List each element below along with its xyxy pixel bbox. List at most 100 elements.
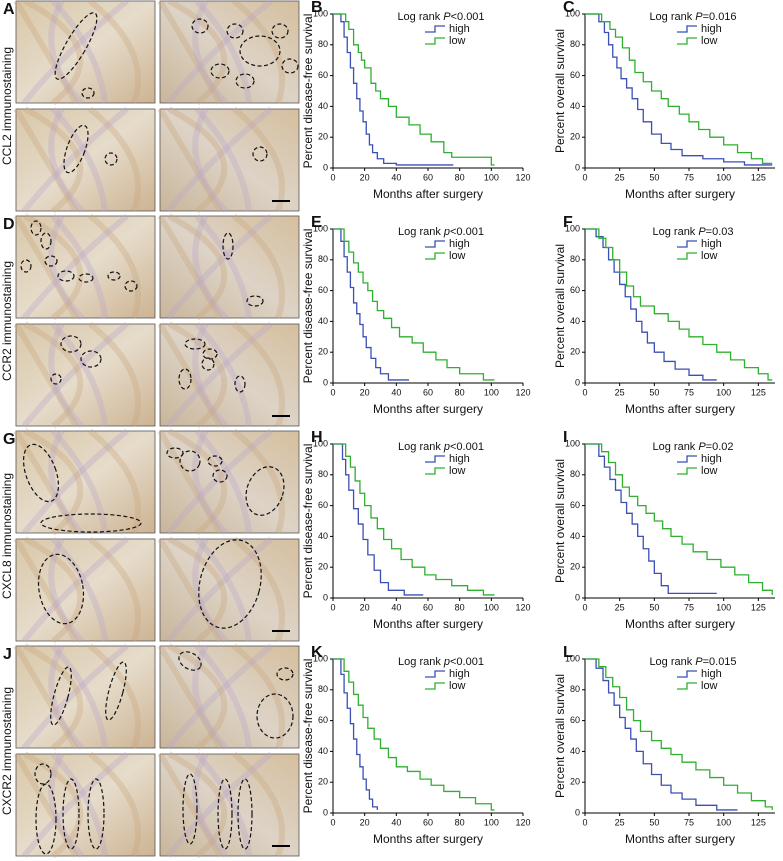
tissue-texture: [50, 428, 108, 534]
annotation: Log rank p<0.001: [398, 226, 484, 238]
y-tick-label: 0: [323, 807, 328, 817]
y-axis-label: Percent disease-free survival: [301, 659, 315, 814]
region-outline: [178, 368, 192, 390]
x-tick-label: 50: [649, 172, 659, 182]
x-tick-label: 0: [582, 817, 587, 827]
annotation-text: Log rank: [649, 11, 692, 23]
region-outline: [276, 667, 294, 681]
tissue-texture: [50, 213, 108, 319]
region-outline: [234, 375, 246, 393]
tissue-texture: [21, 213, 129, 320]
tissue-texture: [50, 321, 108, 427]
tissue-texture: [50, 643, 108, 749]
tissue-texture: [21, 106, 129, 213]
x-tick-label: 25: [615, 387, 625, 397]
panel-letter: F: [563, 214, 573, 231]
y-tick-label: 80: [570, 39, 580, 49]
panel-letter: G: [3, 431, 15, 448]
region-outline: [246, 295, 264, 307]
micrograph: [13, 751, 156, 859]
x-tick-label: 60: [423, 387, 433, 397]
x-tick-label: 0: [330, 387, 335, 397]
y-tick-label: 0: [323, 162, 328, 172]
tissue-texture: [157, 0, 223, 105]
legend-swatch: [425, 240, 445, 248]
x-axis-label: Months after surgery: [625, 617, 735, 631]
legend-label: high: [449, 668, 470, 680]
panel-letter: L: [563, 644, 573, 661]
tissue-texture: [157, 214, 223, 320]
y-tick-label: 60: [318, 715, 328, 725]
y-tick-label: 80: [570, 469, 580, 479]
y-tick-label: 60: [570, 70, 580, 80]
tissue-texture: [88, 0, 141, 104]
micrograph: [13, 643, 156, 751]
y-tick-label: 40: [318, 531, 328, 541]
x-tick-label: 75: [684, 172, 694, 182]
region-outline: [210, 63, 230, 79]
region-outline: [252, 146, 268, 162]
region-outline: [256, 693, 294, 739]
x-tick-label: 0: [582, 172, 587, 182]
x-axis-label: Months after surgery: [373, 402, 483, 416]
region-outline: [184, 338, 206, 350]
y-tick-label: 100: [565, 8, 580, 18]
survival-curve: [333, 228, 409, 381]
tissue-texture: [192, 107, 229, 214]
tissue-texture: [88, 536, 141, 642]
micrograph-image: [159, 108, 300, 212]
region-outline: [60, 335, 82, 353]
survival-curve: [333, 443, 424, 596]
tissue-texture: [13, 0, 79, 105]
micrograph-image: [15, 430, 156, 534]
survival-curve: [333, 658, 495, 811]
tissue-texture: [23, 643, 84, 751]
survival-curve: [585, 228, 773, 381]
y-tick-label: 80: [318, 39, 328, 49]
region-outline: [57, 270, 75, 282]
tissue-texture: [23, 213, 84, 321]
tissue-texture: [167, 751, 228, 859]
tissue-texture: [192, 752, 229, 859]
micrograph: [157, 321, 300, 429]
y-tick-label: 60: [318, 285, 328, 295]
x-tick-label: 40: [391, 172, 401, 182]
y-tick-label: 40: [318, 746, 328, 756]
x-tick-label: 120: [515, 387, 530, 397]
micrograph: [157, 213, 300, 321]
tissue-texture: [232, 751, 285, 857]
micrograph-image: [159, 538, 300, 642]
y-tick-label: 100: [313, 223, 328, 233]
x-tick-label: 0: [330, 172, 335, 182]
annotation-symbol: p: [443, 226, 450, 238]
x-axis-label: Months after surgery: [625, 402, 735, 416]
micrograph-image: [159, 323, 300, 427]
region-outline: [50, 373, 62, 385]
x-tick-label: 120: [515, 602, 530, 612]
micrograph-image: [159, 645, 300, 749]
x-tick-label: 75: [684, 817, 694, 827]
y-tick-label: 100: [565, 653, 580, 663]
annotation: Log rank P=0.02: [653, 441, 734, 453]
annotation-value: <0.001: [450, 441, 484, 453]
x-tick-label: 0: [330, 817, 335, 827]
survival-curve: [585, 13, 773, 166]
legend-swatch: [425, 455, 445, 463]
annotation-symbol: P: [695, 11, 703, 23]
y-tick-label: 100: [565, 438, 580, 448]
micrograph: [157, 428, 300, 536]
survival-curve: [333, 228, 495, 381]
x-tick-label: 80: [455, 172, 465, 182]
y-tick-label: 20: [318, 777, 328, 787]
annotation: Log rank p<0.001: [398, 441, 484, 453]
annotation-value: =0.016: [703, 11, 737, 23]
x-tick-label: 120: [515, 172, 530, 182]
y-tick-label: 20: [570, 562, 580, 572]
y-tick-label: 80: [570, 684, 580, 694]
tissue-texture: [232, 428, 285, 534]
y-tick-label: 20: [318, 132, 328, 142]
y-tick-label: 20: [570, 132, 580, 142]
survival-curve: [585, 443, 717, 595]
annotation-value: <0.001: [451, 11, 485, 23]
